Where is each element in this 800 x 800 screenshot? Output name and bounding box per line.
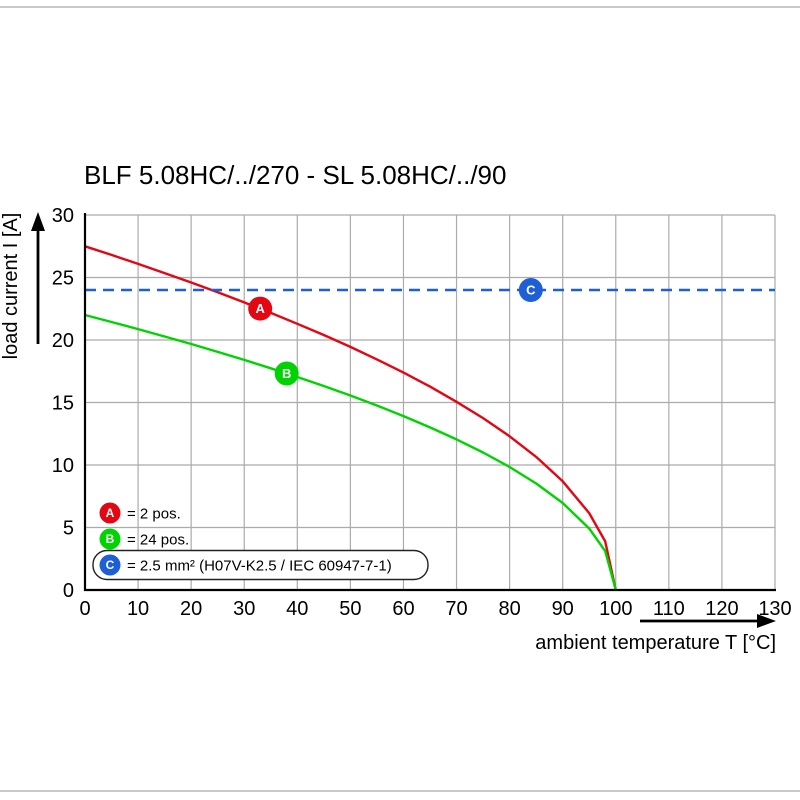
- y-tick-label: 30: [52, 205, 74, 227]
- x-tick-label: 0: [79, 598, 90, 620]
- chart-title: BLF 5.08HC/../270 - SL 5.08HC/../90: [84, 160, 507, 190]
- legend-marker-label-B: B: [106, 532, 115, 546]
- curve-badge-B: [274, 361, 299, 386]
- x-tick-label: 20: [180, 598, 202, 620]
- y-tick-label: 15: [52, 393, 74, 415]
- y-tick-label: 0: [63, 580, 74, 602]
- legend-box-C: [92, 549, 429, 581]
- x-tick-label: 130: [758, 598, 791, 620]
- x-tick-label: 90: [552, 598, 574, 620]
- y-axis-arrow-head: [31, 212, 45, 231]
- x-tick-label: 110: [653, 598, 685, 620]
- x-tick-label: 10: [127, 598, 149, 620]
- curve-badge-label-B: B: [282, 366, 291, 381]
- x-axis-label: ambient temperature T [°C]: [535, 632, 776, 654]
- legend-label-B: = 24 pos.: [127, 532, 189, 549]
- x-tick-label: 120: [705, 598, 738, 620]
- curve-badge-label-A: A: [256, 301, 266, 316]
- legend-marker-label-A: A: [106, 506, 115, 520]
- y-tick-label: 10: [52, 455, 74, 477]
- y-tick-label: 5: [63, 518, 74, 540]
- y-axis-label: load current I [A]: [0, 213, 22, 360]
- x-tick-label: 80: [498, 598, 520, 620]
- curve-A: [84, 245, 617, 591]
- x-tick-label: 60: [392, 598, 414, 620]
- curve-badge-C: [518, 278, 543, 302]
- x-tick-label: 40: [286, 598, 308, 620]
- page-top-border: [0, 6, 800, 8]
- x-tick-label: 50: [339, 598, 361, 620]
- curve-badge-A: [248, 296, 273, 321]
- legend-label-A: = 2 pos.: [127, 506, 181, 523]
- legend-marker-A: [99, 502, 121, 524]
- curve-badge-label-C: C: [526, 283, 536, 298]
- x-tick-label: 70: [445, 598, 467, 620]
- x-axis-arrow-head: [757, 614, 776, 628]
- x-tick-label: 100: [599, 598, 632, 620]
- y-tick-label: 20: [52, 330, 74, 352]
- page-bottom-border: [0, 790, 800, 792]
- legend-marker-C: [99, 554, 121, 576]
- curve-B: [84, 313, 617, 591]
- legend-marker-B: [99, 528, 121, 550]
- legend-label-C: = 2.5 mm² (H07V-K2.5 / IEC 60947-7-1): [127, 558, 392, 575]
- legend-marker-label-C: C: [106, 558, 115, 572]
- y-tick-label: 25: [52, 268, 74, 290]
- x-tick-label: 30: [233, 598, 255, 620]
